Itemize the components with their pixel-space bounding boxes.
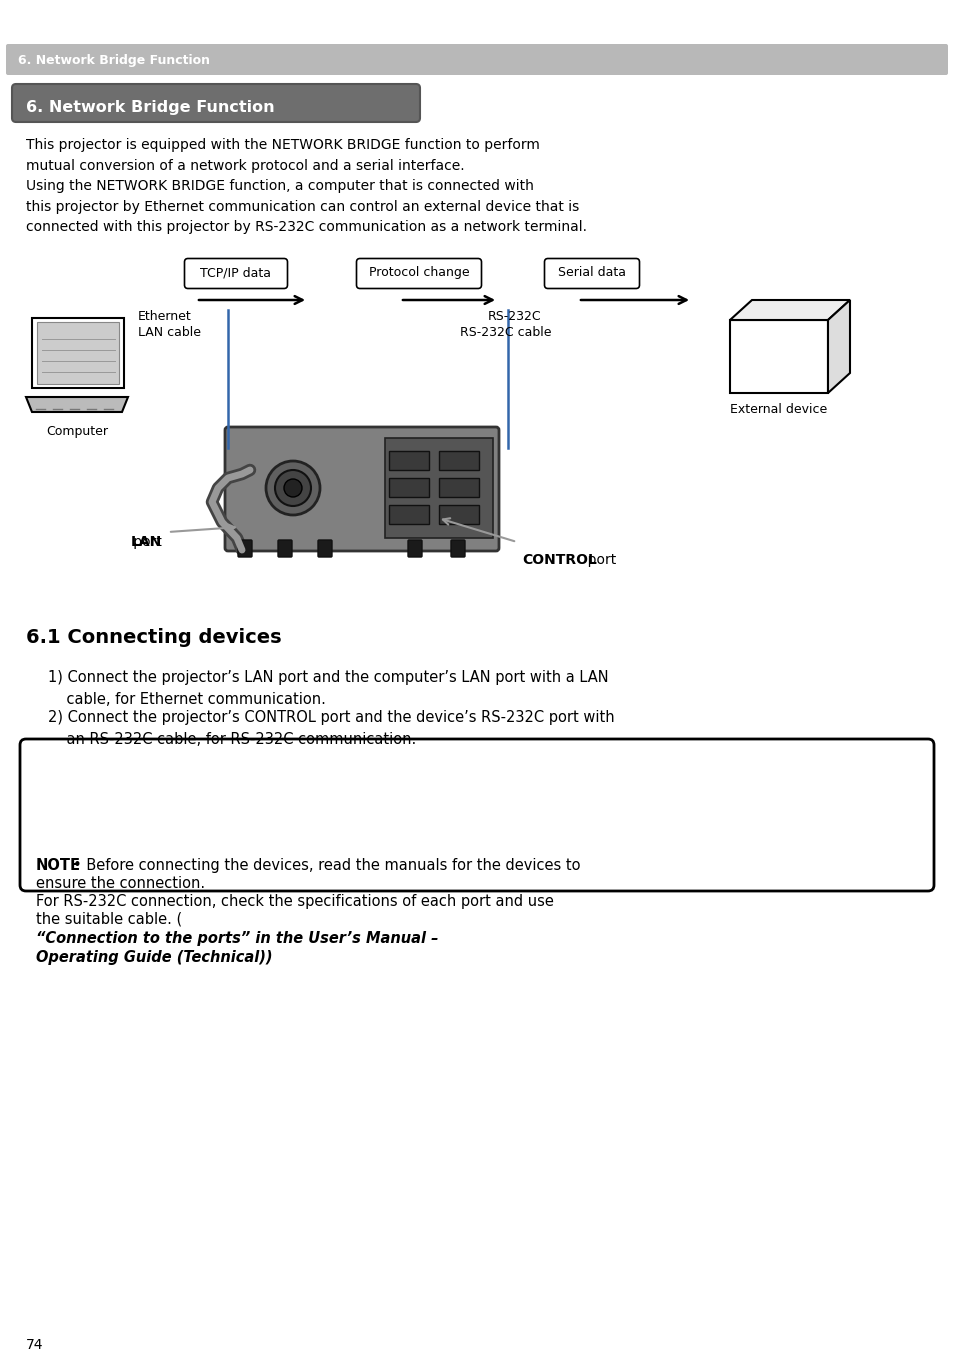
FancyBboxPatch shape bbox=[6, 45, 947, 74]
Text: “Connection to the ports” in the User’s Manual –: “Connection to the ports” in the User’s … bbox=[36, 932, 438, 946]
Text: Protocol change: Protocol change bbox=[368, 266, 469, 279]
Text: 6. Network Bridge Function: 6. Network Bridge Function bbox=[26, 100, 274, 115]
FancyBboxPatch shape bbox=[184, 258, 287, 288]
FancyBboxPatch shape bbox=[385, 438, 493, 538]
Text: Ethernet: Ethernet bbox=[138, 310, 192, 323]
FancyBboxPatch shape bbox=[438, 452, 478, 470]
FancyBboxPatch shape bbox=[438, 479, 478, 498]
Text: LAN cable: LAN cable bbox=[138, 326, 201, 339]
Text: 6. Network Bridge Function: 6. Network Bridge Function bbox=[18, 54, 210, 68]
Text: RS-232C cable: RS-232C cable bbox=[459, 326, 551, 339]
FancyBboxPatch shape bbox=[277, 539, 292, 557]
Text: TCP/IP data: TCP/IP data bbox=[200, 266, 272, 279]
Text: RS-232C: RS-232C bbox=[488, 310, 541, 323]
Text: External device: External device bbox=[730, 403, 827, 416]
Text: For RS-232C connection, check the specifications of each port and use: For RS-232C connection, check the specif… bbox=[36, 894, 554, 909]
Circle shape bbox=[284, 479, 302, 498]
Text: This projector is equipped with the NETWORK BRIDGE function to perform
mutual co: This projector is equipped with the NETW… bbox=[26, 138, 586, 234]
FancyBboxPatch shape bbox=[389, 479, 429, 498]
FancyBboxPatch shape bbox=[408, 539, 421, 557]
FancyBboxPatch shape bbox=[237, 539, 252, 557]
Text: 74: 74 bbox=[26, 1338, 44, 1352]
Circle shape bbox=[266, 461, 319, 515]
Text: 6.1 Connecting devices: 6.1 Connecting devices bbox=[26, 627, 281, 648]
Text: NOTE: NOTE bbox=[36, 859, 81, 873]
Text: port: port bbox=[521, 553, 616, 566]
Polygon shape bbox=[827, 300, 849, 393]
FancyBboxPatch shape bbox=[389, 452, 429, 470]
Text: 1) Connect the projector’s LAN port and the computer’s LAN port with a LAN
    c: 1) Connect the projector’s LAN port and … bbox=[48, 671, 608, 707]
FancyBboxPatch shape bbox=[37, 322, 119, 384]
Text: Computer: Computer bbox=[46, 425, 108, 438]
Text: port: port bbox=[107, 535, 162, 549]
Text: Operating Guide (Technical)): Operating Guide (Technical)) bbox=[36, 950, 273, 965]
FancyBboxPatch shape bbox=[225, 427, 498, 552]
Polygon shape bbox=[26, 397, 128, 412]
Text: LAN: LAN bbox=[131, 535, 162, 549]
Text: 2) Connect the projector’s CONTROL port and the device’s RS-232C port with
    a: 2) Connect the projector’s CONTROL port … bbox=[48, 710, 614, 746]
Text: CONTROL: CONTROL bbox=[521, 553, 597, 566]
FancyBboxPatch shape bbox=[544, 258, 639, 288]
Text: ensure the connection.: ensure the connection. bbox=[36, 876, 205, 891]
FancyBboxPatch shape bbox=[389, 506, 429, 525]
Circle shape bbox=[274, 470, 311, 506]
FancyBboxPatch shape bbox=[12, 84, 419, 122]
FancyBboxPatch shape bbox=[729, 320, 827, 393]
FancyBboxPatch shape bbox=[356, 258, 481, 288]
FancyBboxPatch shape bbox=[20, 740, 933, 891]
FancyBboxPatch shape bbox=[32, 318, 124, 388]
Text: Serial data: Serial data bbox=[558, 266, 625, 279]
Polygon shape bbox=[729, 300, 849, 320]
Text: the suitable cable. (: the suitable cable. ( bbox=[36, 913, 182, 927]
FancyBboxPatch shape bbox=[317, 539, 332, 557]
FancyBboxPatch shape bbox=[438, 506, 478, 525]
FancyBboxPatch shape bbox=[451, 539, 464, 557]
Text: • Before connecting the devices, read the manuals for the devices to: • Before connecting the devices, read th… bbox=[36, 859, 579, 873]
